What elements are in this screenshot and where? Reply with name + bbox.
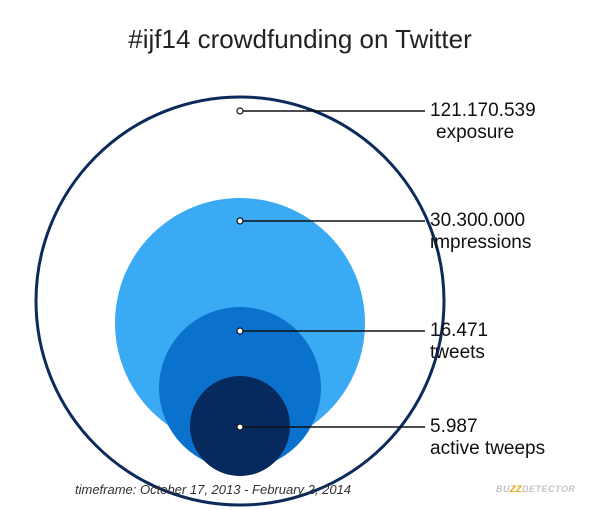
value-tweets: 16.471 <box>430 320 489 341</box>
leader-dot-tweets <box>236 327 244 335</box>
name-exposure: exposure <box>436 122 515 143</box>
leader-dot-exposure <box>236 107 244 115</box>
value-active-tweeps: 5.987 <box>430 416 478 437</box>
value-exposure: 121.170.539 <box>430 100 536 121</box>
value-impressions: 30.300.000 <box>430 210 526 231</box>
leader-dot-active-tweeps <box>236 423 244 431</box>
name-impressions: impressions <box>430 232 532 253</box>
label-impressions: 30.300.000 impressions <box>430 210 531 254</box>
brand-accent: ZZ <box>510 484 522 494</box>
timeframe-note: timeframe: October 17, 2013 - February 2… <box>75 482 352 497</box>
label-active-tweeps: 5.987 active tweeps <box>430 416 545 460</box>
leader-dot-impressions <box>236 217 244 225</box>
brand-prefix: BU <box>496 484 510 494</box>
label-tweets: 16.471 tweets <box>430 320 488 364</box>
brand-suffix: DETECTOR <box>522 484 576 494</box>
name-tweets: tweets <box>430 342 485 363</box>
chart-title: #ijf14 crowdfunding on Twitter <box>128 24 472 54</box>
name-active-tweeps: active tweeps <box>430 438 546 459</box>
buzzdetector-logo: BUZZDETECTOR <box>496 484 575 494</box>
label-exposure: 121.170.539 exposure <box>430 100 536 144</box>
